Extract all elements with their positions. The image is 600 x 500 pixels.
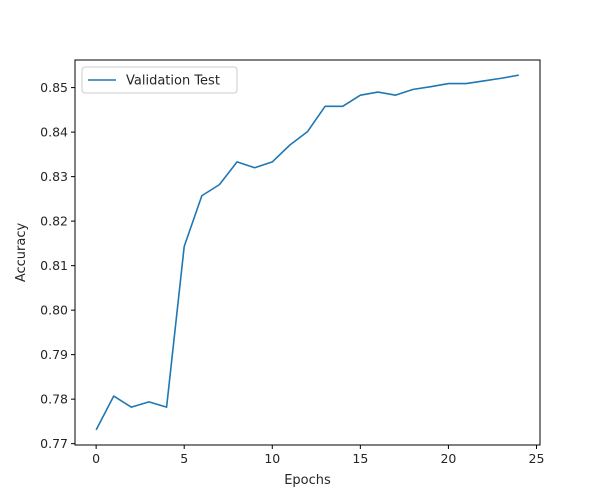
y-tick-label: 0.81 bbox=[40, 258, 68, 273]
x-tick-label: 0 bbox=[92, 451, 100, 466]
x-tick-label: 15 bbox=[352, 451, 368, 466]
legend: Validation Test bbox=[81, 66, 238, 94]
x-tick-label: 20 bbox=[440, 451, 456, 466]
y-tick-label: 0.83 bbox=[40, 169, 68, 184]
x-axis-label: Epochs bbox=[284, 473, 331, 488]
x-tick-label: 10 bbox=[264, 451, 280, 466]
x-tick-label: 25 bbox=[529, 451, 545, 466]
plot-frame bbox=[74, 59, 541, 446]
legend-box bbox=[81, 66, 238, 94]
series-layer bbox=[95, 74, 519, 431]
y-axis-label: Accuracy bbox=[14, 223, 29, 283]
y-tick-label: 0.77 bbox=[40, 436, 68, 451]
y-tick-label: 0.85 bbox=[40, 80, 68, 95]
series-line-validation-test bbox=[95, 74, 519, 431]
y-tick-label: 0.79 bbox=[40, 347, 68, 362]
y-tick-label: 0.78 bbox=[40, 392, 68, 407]
y-tick-label: 0.84 bbox=[40, 125, 68, 140]
x-tick-label: 5 bbox=[180, 451, 188, 466]
plot-background bbox=[75, 60, 540, 445]
ticks-layer: 0 5 10 15 20 25 0.77 0.78 0.79 0.80 0.81 0.82 0.83 0.… bbox=[40, 80, 544, 466]
y-tick-label: 0.80 bbox=[40, 303, 68, 318]
y-tick-label: 0.82 bbox=[40, 214, 68, 229]
legend-label: Validation Test bbox=[126, 74, 220, 89]
